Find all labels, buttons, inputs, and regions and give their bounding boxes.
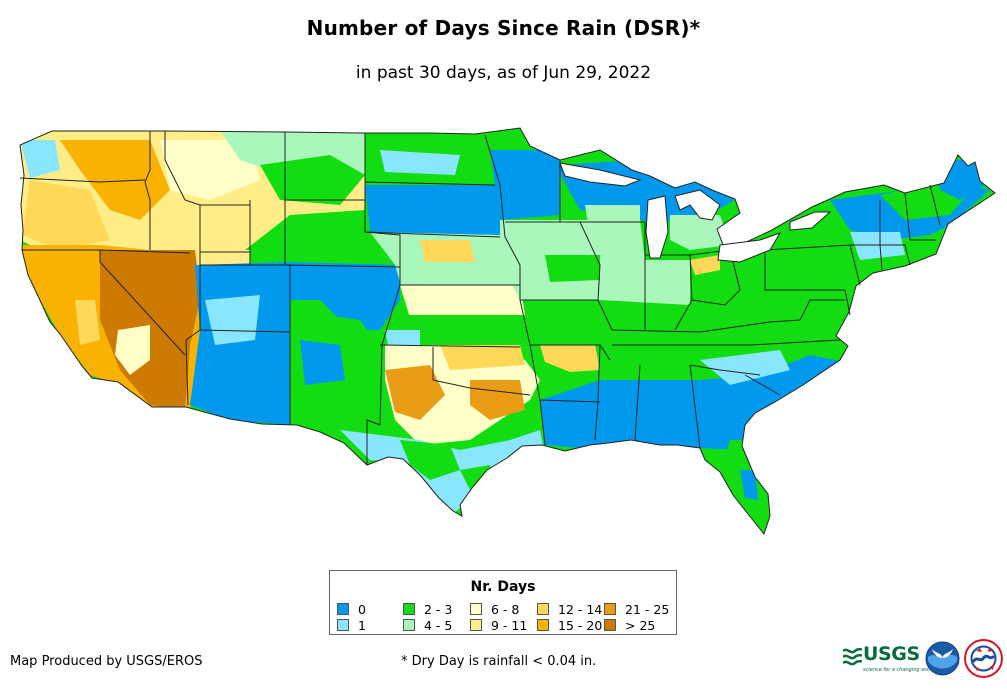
legend-label: 21 - 25	[625, 601, 670, 617]
legend-swatch	[604, 603, 616, 615]
legend-label: 9 - 11	[491, 617, 528, 633]
legend-item-2: 2 - 3	[403, 601, 453, 617]
legend-swatch	[537, 619, 549, 631]
great-lakes	[559, 162, 832, 263]
legend-label: 6 - 8	[491, 601, 520, 617]
legend-item-0: 0	[337, 601, 366, 617]
legend-swatch	[403, 619, 415, 631]
legend-swatch	[537, 603, 549, 615]
state-boundaries	[19, 127, 996, 536]
usgs-logo: USGS science for a changing world	[843, 643, 935, 677]
legend-item-9: > 25	[604, 617, 656, 633]
legend-item-1: 1	[337, 617, 366, 633]
legend-label: 15 - 20	[558, 617, 603, 633]
legend-label: > 25	[625, 617, 656, 633]
usgs-wave-icon	[843, 647, 862, 666]
usgs-wordmark: USGS	[863, 643, 920, 665]
legend-title: Nr. Days	[470, 579, 536, 595]
legend: Nr. Days 0 1 2 - 3 4 - 5 6 - 8 9 - 11 12…	[329, 570, 677, 635]
legend-label: 1	[358, 617, 366, 633]
legend-swatch	[470, 619, 482, 631]
legend-swatch	[337, 619, 349, 631]
legend-label: 4 - 5	[424, 617, 453, 633]
legend-swatch	[403, 603, 415, 615]
map-title: Number of Days Since Rain (DSR)*	[306, 16, 701, 40]
legend-item-8: 21 - 25	[604, 601, 670, 617]
noaa-logo	[925, 641, 960, 676]
legend-item-3: 4 - 5	[403, 617, 453, 633]
legend-label: 12 - 14	[558, 601, 603, 617]
nws-logo	[964, 639, 1003, 678]
legend-label: 2 - 3	[424, 601, 453, 617]
legend-swatch	[470, 603, 482, 615]
map-subtitle: in past 30 days, as of Jun 29, 2022	[355, 63, 652, 83]
legend-item-5: 9 - 11	[470, 617, 528, 633]
dry-day-footnote: * Dry Day is rainfall < 0.04 in.	[401, 654, 597, 669]
legend-item-4: 6 - 8	[470, 601, 520, 617]
legend-item-7: 15 - 20	[537, 617, 603, 633]
producer-credit: Map Produced by USGS/EROS	[10, 654, 203, 669]
legend-swatch	[337, 603, 349, 615]
legend-label: 0	[358, 601, 366, 617]
usgs-tagline: science for a changing world	[863, 667, 935, 673]
legend-swatch	[604, 619, 616, 631]
legend-item-6: 12 - 14	[537, 601, 603, 617]
